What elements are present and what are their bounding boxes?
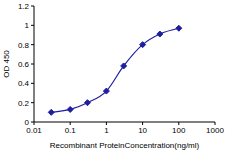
svg-text:1: 1 [25,21,30,30]
svg-text:100: 100 [172,126,186,135]
svg-text:1.2: 1.2 [18,2,30,11]
svg-text:0.8: 0.8 [18,41,30,50]
svg-text:OD 450: OD 450 [8,50,11,78]
svg-text:1: 1 [104,126,109,135]
svg-text:1000: 1000 [206,126,217,135]
svg-text:0.4: 0.4 [18,79,30,88]
svg-text:0.01: 0.01 [26,126,42,135]
svg-text:0.1: 0.1 [65,126,77,135]
svg-text:0.6: 0.6 [18,60,30,69]
svg-text:0.2: 0.2 [18,99,30,108]
svg-text:Recombinant ProteinConcentrati: Recombinant ProteinConcentration(ng/ml) [50,141,200,150]
svg-text:10: 10 [138,126,147,135]
svg-text:0: 0 [25,118,30,127]
